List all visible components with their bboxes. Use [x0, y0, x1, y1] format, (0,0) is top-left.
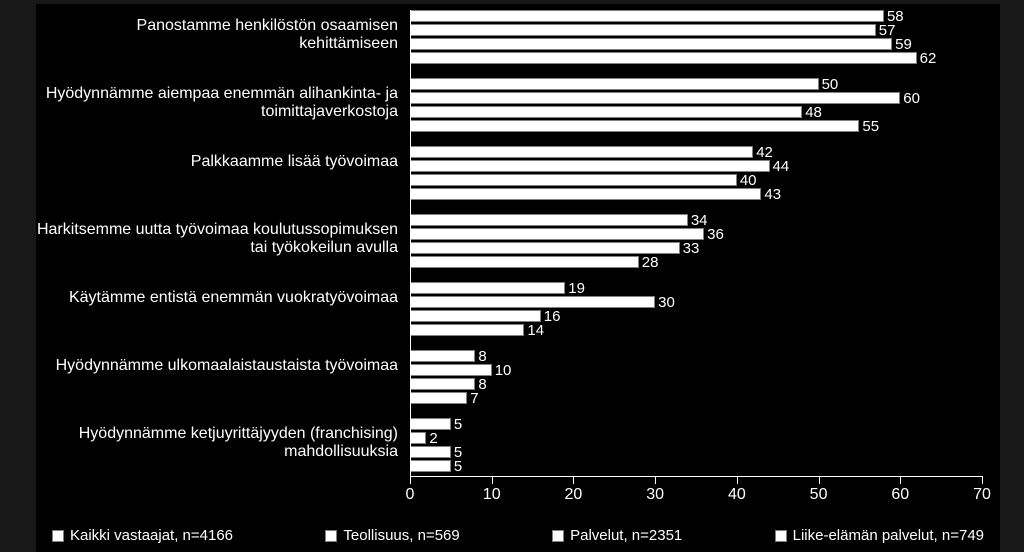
bar-value-label: 19: [568, 281, 585, 296]
bar-value-label: 16: [544, 309, 561, 324]
bar: [410, 350, 475, 362]
x-tick-label: 40: [728, 486, 746, 504]
legend-swatch: [325, 530, 337, 542]
chart-area: Panostamme henkilöstön osaamisen kehittä…: [36, 4, 1000, 552]
bar: [410, 228, 704, 240]
x-axis: [410, 476, 982, 477]
bar-value-label: 33: [683, 241, 700, 256]
bar-value-label: 28: [642, 255, 659, 270]
bar-value-label: 57: [879, 23, 896, 38]
category-label: Hyödynnämme ulkomaalaistaustaista työvoi…: [36, 357, 398, 375]
bar-value-label: 40: [740, 173, 757, 188]
legend-label: Palvelut, n=2351: [570, 527, 682, 544]
bar-value-label: 7: [470, 391, 478, 406]
bar: [410, 92, 900, 104]
legend: Kaikki vastaajat, n=4166 Teollisuus, n=5…: [52, 527, 984, 544]
bar: [410, 106, 802, 118]
x-tick: [410, 476, 411, 484]
bar: [410, 256, 639, 268]
category-label: Panostamme henkilöstön osaamisen kehittä…: [36, 17, 398, 54]
x-tick-label: 10: [483, 486, 501, 504]
bar: [410, 446, 451, 458]
category-label: Palkkaamme lisää työvoimaa: [36, 153, 398, 171]
legend-swatch: [52, 530, 64, 542]
bar: [410, 24, 876, 36]
x-tick-label: 0: [406, 486, 415, 504]
bar: [410, 38, 892, 50]
legend-item: Liike-elämän palvelut, n=749: [775, 527, 984, 544]
category-label: Hyödynnämme aiempaa enemmän alihankinta-…: [36, 85, 398, 122]
bar-value-label: 43: [764, 187, 781, 202]
category-label: Hyödynnämme ketjuyrittäjyyden (franchisi…: [36, 425, 398, 462]
x-tick: [573, 476, 574, 484]
bar: [410, 78, 819, 90]
bar-value-label: 42: [756, 145, 773, 160]
y-axis: [410, 10, 411, 476]
bar-value-label: 62: [920, 51, 937, 66]
x-tick-label: 50: [810, 486, 828, 504]
legend-label: Liike-elämän palvelut, n=749: [793, 527, 984, 544]
category-label: Harkitsemme uutta työvoimaa koulutussopi…: [36, 221, 398, 258]
bar-value-label: 36: [707, 227, 724, 242]
x-tick: [737, 476, 738, 484]
x-tick-label: 20: [565, 486, 583, 504]
bar-value-label: 14: [527, 323, 544, 338]
bar: [410, 174, 737, 186]
bar-value-label: 10: [495, 363, 512, 378]
bar-value-label: 8: [478, 349, 486, 364]
bar: [410, 188, 761, 200]
x-tick-label: 70: [973, 486, 991, 504]
bar: [410, 296, 655, 308]
legend-item: Palvelut, n=2351: [552, 527, 682, 544]
bar: [410, 146, 753, 158]
x-tick-label: 60: [891, 486, 909, 504]
bar-value-label: 59: [895, 37, 912, 52]
x-tick: [900, 476, 901, 484]
legend-label: Teollisuus, n=569: [343, 527, 459, 544]
legend-item: Teollisuus, n=569: [325, 527, 459, 544]
legend-label: Kaikki vastaajat, n=4166: [70, 527, 233, 544]
bar: [410, 214, 688, 226]
bar: [410, 310, 541, 322]
bar-value-label: 2: [429, 431, 437, 446]
bar: [410, 392, 467, 404]
bar: [410, 10, 884, 22]
bar: [410, 52, 917, 64]
bar: [410, 242, 680, 254]
bar-value-label: 8: [478, 377, 486, 392]
bar: [410, 324, 524, 336]
bar-value-label: 34: [691, 213, 708, 228]
x-tick: [655, 476, 656, 484]
bar-value-label: 5: [454, 417, 462, 432]
bar: [410, 364, 492, 376]
bar-value-label: 60: [903, 91, 920, 106]
bar: [410, 432, 426, 444]
bar: [410, 120, 859, 132]
category-label: Käytämme entistä enemmän vuokratyövoimaa: [36, 289, 398, 307]
bar-value-label: 55: [862, 119, 879, 134]
bar: [410, 378, 475, 390]
bar: [410, 460, 451, 472]
bar-value-label: 44: [773, 159, 790, 174]
bar-value-label: 50: [822, 77, 839, 92]
bar: [410, 282, 565, 294]
x-tick: [982, 476, 983, 484]
bar: [410, 418, 451, 430]
bar-value-label: 30: [658, 295, 675, 310]
x-tick-label: 30: [646, 486, 664, 504]
bar-value-label: 48: [805, 105, 822, 120]
x-tick: [492, 476, 493, 484]
x-tick: [819, 476, 820, 484]
legend-swatch: [775, 530, 787, 542]
bar: [410, 160, 770, 172]
bar-value-label: 5: [454, 459, 462, 474]
legend-item: Kaikki vastaajat, n=4166: [52, 527, 233, 544]
legend-swatch: [552, 530, 564, 542]
